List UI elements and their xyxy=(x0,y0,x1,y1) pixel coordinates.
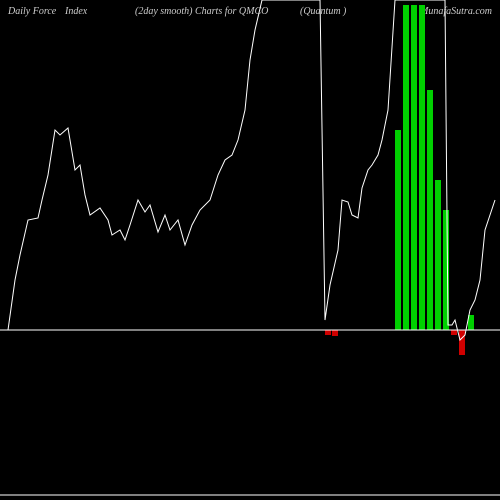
force-bar xyxy=(459,330,465,355)
force-index-chart xyxy=(0,0,500,500)
force-bar xyxy=(403,5,409,330)
force-bar xyxy=(419,5,425,330)
force-bar xyxy=(435,180,441,330)
force-bar xyxy=(395,130,401,330)
force-bar xyxy=(451,330,457,335)
force-bar xyxy=(332,330,338,336)
force-bar xyxy=(325,330,331,335)
force-bar xyxy=(427,90,433,330)
force-bar xyxy=(411,5,417,330)
force-bars xyxy=(325,5,474,355)
